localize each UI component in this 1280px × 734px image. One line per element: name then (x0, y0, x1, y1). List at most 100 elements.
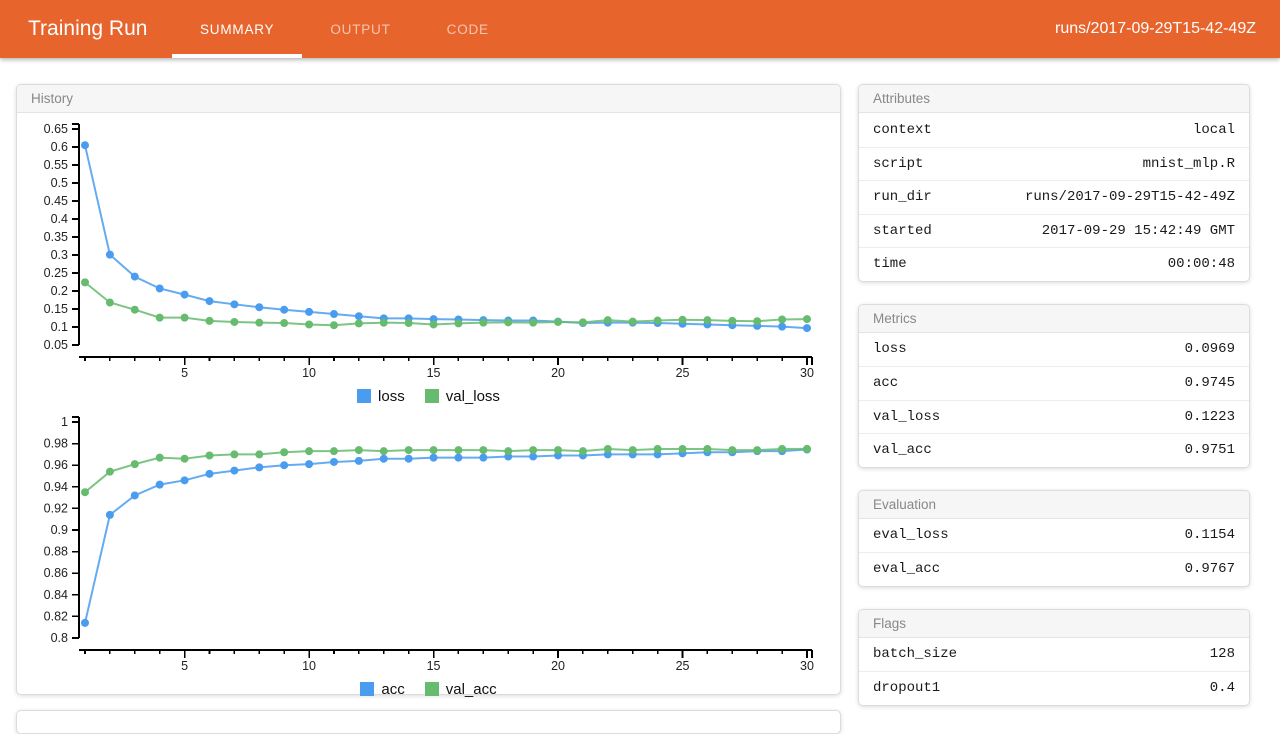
attr-key: time (873, 256, 907, 273)
svg-text:0.25: 0.25 (44, 266, 68, 280)
data-point (180, 290, 189, 299)
data-point (354, 312, 363, 321)
loss-chart-block: 0.05 0.1 0.15 0.2 0.25 0.3 0.35 0.4 0.45 0.5 0.55 0… (19, 119, 838, 408)
legend-swatch-icon (424, 682, 439, 696)
data-point (703, 316, 712, 325)
data-point (81, 278, 89, 287)
data-point (130, 305, 139, 314)
svg-text:10: 10 (302, 659, 316, 672)
svg-text:5: 5 (181, 659, 188, 672)
data-point (280, 305, 289, 314)
data-point (105, 250, 114, 259)
svg-text:0.6: 0.6 (51, 140, 68, 154)
svg-text:0.45: 0.45 (44, 194, 68, 208)
data-point (728, 316, 737, 325)
metric-key: acc (873, 375, 899, 392)
svg-text:0.55: 0.55 (44, 158, 68, 172)
attr-key: script (873, 155, 924, 172)
svg-text:0.35: 0.35 (44, 230, 68, 244)
data-point (753, 446, 762, 455)
svg-text:5: 5 (181, 366, 188, 379)
table-row: eval_acc 0.9767 (859, 552, 1249, 586)
tab-code[interactable]: CODE (446, 21, 489, 37)
table-row: script mnist_mlp.R (859, 146, 1249, 181)
history-panel-title: History (17, 85, 840, 113)
table-row: started 2017-09-29 15:42:49 GMT (859, 213, 1249, 248)
data-point (205, 451, 214, 460)
data-point (305, 460, 314, 469)
data-point (105, 467, 114, 476)
data-point (230, 466, 239, 475)
accuracy-chart-block: 0.8 0.82 0.84 0.86 0.88 0.9 0.92 0.94 0.96 0.98 1 5… (19, 412, 838, 701)
data-point (329, 457, 338, 466)
data-point (379, 454, 388, 463)
series-loss (81, 141, 811, 333)
attr-value: 2017-09-29 15:42:49 GMT (1041, 222, 1235, 239)
run-directory-label: runs/2017-09-29T15-42-49Z (1054, 20, 1256, 37)
svg-text:0.65: 0.65 (44, 122, 68, 136)
legend-swatch-icon (360, 682, 375, 696)
svg-text:0.15: 0.15 (44, 302, 68, 316)
metrics-panel: Metrics loss 0.0969 acc 0.9745 val_loss … (858, 303, 1250, 468)
data-point (305, 307, 314, 316)
data-point (554, 446, 563, 455)
data-point (678, 315, 687, 324)
svg-text:0.92: 0.92 (44, 501, 68, 515)
flag-key: dropout1 (873, 680, 941, 697)
table-row: time 00:00:48 (859, 247, 1249, 281)
svg-text:0.2: 0.2 (51, 284, 68, 298)
data-point (803, 315, 811, 324)
flag-value: 128 (1209, 646, 1235, 663)
legend-item-val_loss: val_loss (424, 387, 500, 405)
data-point (130, 491, 139, 500)
tab-output[interactable]: OUTPUT (330, 21, 391, 37)
data-point (753, 317, 762, 326)
series-acc (81, 445, 811, 627)
legend-label: val_loss (445, 387, 500, 405)
legend-swatch-icon (357, 389, 372, 403)
data-point (130, 460, 139, 469)
table-row: val_loss 0.1223 (859, 399, 1249, 434)
data-point (554, 317, 563, 326)
svg-text:15: 15 (427, 659, 441, 672)
history-charts: 0.05 0.1 0.15 0.2 0.25 0.3 0.35 0.4 0.45 0.5 0.55 0… (17, 113, 840, 701)
accuracy-history-chart: 0.80.820.840.860.880.90.920.940.960.9815… (44, 415, 814, 673)
history-panel: History 0.05 0.1 0.15 0.2 0.25 0.3 0.35 0.4 0.45… (16, 84, 841, 698)
attr-value: mnist_mlp.R (1142, 155, 1235, 172)
tab-summary[interactable]: SUMMARY (172, 0, 303, 58)
data-point (205, 297, 214, 306)
svg-text:0.88: 0.88 (44, 545, 68, 559)
data-point (329, 310, 338, 319)
data-point (155, 313, 164, 322)
data-point (105, 510, 114, 519)
data-point (454, 319, 463, 328)
data-point (379, 447, 388, 456)
data-point (305, 447, 314, 456)
svg-text:30: 30 (800, 659, 814, 672)
data-point (404, 446, 413, 455)
attr-value: 00:00:48 (1167, 256, 1235, 273)
data-point (155, 453, 164, 462)
attributes-panel: Attributes context local script mnist_ml… (858, 84, 1250, 282)
table-row: context local (859, 113, 1249, 147)
eval-value: 0.1154 (1184, 527, 1235, 544)
table-row: run_dir runs/2017-09-29T15-42-49Z (859, 180, 1249, 214)
data-point (205, 469, 214, 478)
metric-key: loss (873, 341, 907, 358)
data-point (404, 454, 413, 463)
svg-text:20: 20 (551, 659, 565, 672)
legend-item-loss: loss (357, 388, 405, 405)
svg-text:0.05: 0.05 (44, 338, 68, 352)
svg-text:1: 1 (61, 415, 68, 429)
data-point (454, 446, 463, 455)
data-point (81, 488, 89, 497)
flags-panel-title: Flags (859, 609, 1249, 638)
svg-text:0.94: 0.94 (44, 480, 68, 494)
table-row: eval_loss 0.1154 (859, 519, 1249, 553)
data-point (529, 446, 538, 455)
data-point (628, 446, 637, 455)
svg-text:30: 30 (800, 366, 814, 379)
svg-text:0.5: 0.5 (51, 176, 68, 190)
data-point (578, 447, 587, 456)
data-point (255, 303, 264, 312)
